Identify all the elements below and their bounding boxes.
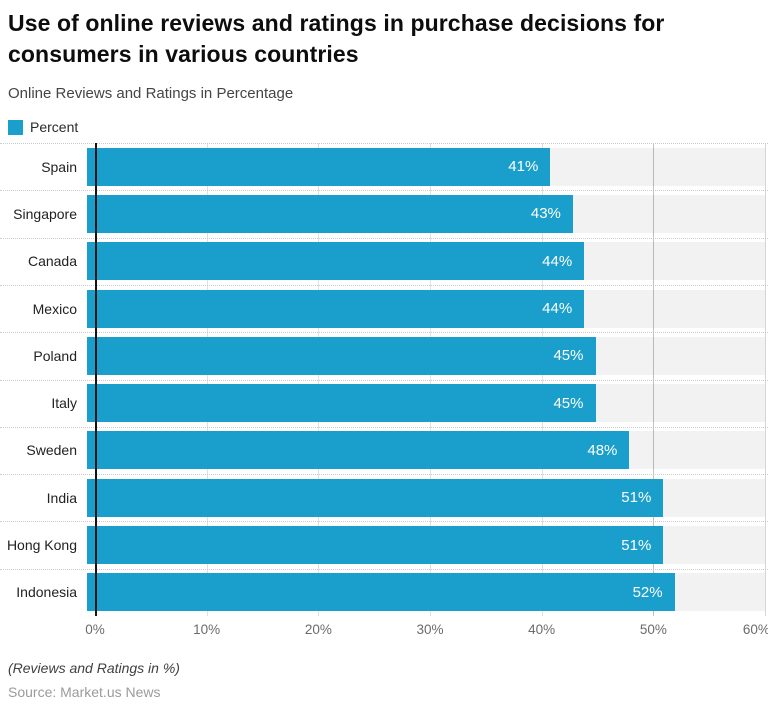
category-label: Indonesia xyxy=(16,584,77,601)
chart-row-india: India 51% xyxy=(0,474,768,521)
chart-row-sweden: Sweden 48% xyxy=(0,427,768,474)
plot-area: Spain 41% Singapore 43% Canada 44% Mexico 44% Po… xyxy=(0,143,768,616)
row-separator xyxy=(0,190,768,192)
bar-value-label: 44% xyxy=(542,300,573,318)
bar-sweden[interactable]: 48% xyxy=(87,431,630,470)
bar-cell: 41% xyxy=(87,147,765,186)
row-separator xyxy=(0,143,768,144)
footer-note: (Reviews and Ratings in %) xyxy=(8,660,180,676)
bar-value-label: 41% xyxy=(508,158,539,176)
bar-cell: 44% xyxy=(87,289,765,328)
bar-hong-kong[interactable]: 51% xyxy=(87,526,664,565)
chart-row-mexico: Mexico 44% xyxy=(0,285,768,332)
category-label: Canada xyxy=(27,253,77,270)
row-separator xyxy=(0,521,768,523)
bar-value-label: 44% xyxy=(542,252,573,270)
bar-singapore[interactable]: 43% xyxy=(87,194,573,233)
x-tick-60: 60% xyxy=(742,622,768,637)
row-separator xyxy=(0,379,768,381)
category-label: Singapore xyxy=(13,205,77,222)
bar-value-label: 45% xyxy=(553,394,584,412)
category-label: Sweden xyxy=(26,442,77,459)
category-label: Italy xyxy=(51,395,77,412)
bar-spain[interactable]: 41% xyxy=(87,147,551,186)
chart-title: Use of online reviews and ratings in pur… xyxy=(8,10,665,67)
bar-cell: 43% xyxy=(87,194,765,233)
bar-poland[interactable]: 45% xyxy=(87,336,596,375)
x-tick-10: 10% xyxy=(193,622,221,637)
chart-rows: Spain 41% Singapore 43% Canada 44% Mexico 44% Po… xyxy=(0,143,768,616)
row-separator xyxy=(0,426,768,428)
chart-row-indonesia: Indonesia 52% xyxy=(0,569,768,616)
separator-layer xyxy=(0,143,768,616)
bar-value-label: 48% xyxy=(587,441,618,459)
category-label: India xyxy=(46,489,77,506)
bar-value-label: 51% xyxy=(621,489,652,507)
chart-row-singapore: Singapore 43% xyxy=(0,190,768,237)
x-tick-0: 0% xyxy=(85,622,105,637)
y-axis-line xyxy=(95,143,97,616)
x-tick-30: 30% xyxy=(416,622,444,637)
row-separator xyxy=(0,474,768,476)
bar-cell: 52% xyxy=(87,573,765,612)
bar-cell: 45% xyxy=(87,384,765,423)
bar-cell: 51% xyxy=(87,526,765,565)
bar-canada[interactable]: 44% xyxy=(87,242,585,281)
row-separator xyxy=(0,284,768,286)
x-axis: 0% 10% 20% 30% 40% 50% 60% xyxy=(0,622,768,640)
chart-card: Use of online reviews and ratings in pur… xyxy=(0,0,768,135)
row-separator xyxy=(0,332,768,334)
chart-row-canada: Canada 44% xyxy=(0,238,768,285)
category-label: Mexico xyxy=(32,300,77,317)
footer: (Reviews and Ratings in %) Source: Marke… xyxy=(8,660,180,700)
chart-row-italy: Italy 45% xyxy=(0,379,768,426)
bar-value-label: 43% xyxy=(530,205,561,223)
bar-mexico[interactable]: 44% xyxy=(87,289,585,328)
row-separator xyxy=(0,568,768,570)
chart-subtitle: Online Reviews and Ratings in Percentage xyxy=(8,85,294,102)
bar-cell: 44% xyxy=(87,242,765,281)
row-separator xyxy=(0,237,768,239)
x-tick-20: 20% xyxy=(304,622,332,637)
legend-label: Percent xyxy=(30,119,79,135)
category-label: Poland xyxy=(33,347,77,364)
bar-value-label: 52% xyxy=(632,583,663,601)
category-label: Spain xyxy=(41,158,77,175)
chart-row-spain: Spain 41% xyxy=(0,143,768,190)
bar-cell: 51% xyxy=(87,478,765,517)
bar-value-label: 51% xyxy=(621,536,652,554)
bar-value-label: 45% xyxy=(553,347,584,365)
x-tick-50: 50% xyxy=(639,622,667,637)
legend[interactable]: Percent xyxy=(8,119,760,135)
legend-swatch-icon xyxy=(8,119,23,135)
category-label: Hong Kong xyxy=(6,537,77,554)
bar-cell: 45% xyxy=(87,336,765,375)
bar-italy[interactable]: 45% xyxy=(87,384,596,423)
bar-cell: 48% xyxy=(87,431,765,470)
footer-source: Source: Market.us News xyxy=(8,684,161,700)
x-tick-40: 40% xyxy=(528,622,556,637)
chart-row-poland: Poland 45% xyxy=(0,332,768,379)
bar-india[interactable]: 51% xyxy=(87,478,664,517)
bar-indonesia[interactable]: 52% xyxy=(87,573,675,612)
chart-row-hong-kong: Hong Kong 51% xyxy=(0,521,768,568)
